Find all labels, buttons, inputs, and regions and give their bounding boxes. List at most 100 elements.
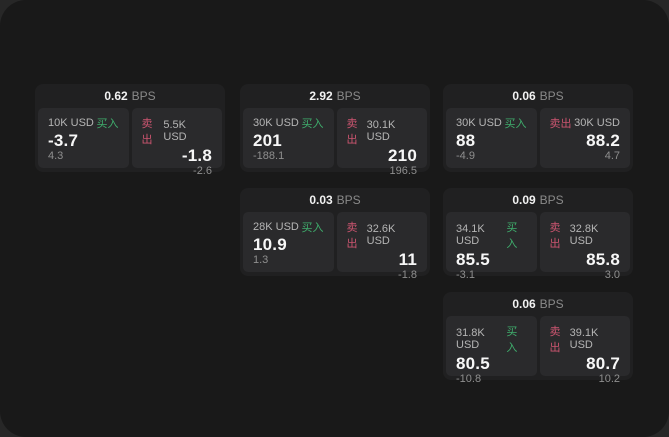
buy-delta: -4.9 <box>456 150 475 162</box>
sell-price: 80.7 <box>586 354 620 373</box>
quote-card: 0.62 BPS 10K USD 买入 -3.7 4.3 卖出 5.5K USD… <box>35 84 225 177</box>
sell-panel-top-row: 卖出 5.5K USD <box>142 115 213 147</box>
buy-quote-panel[interactable]: 28K USD 买入 10.9 1.3 <box>243 212 334 272</box>
quote-panels: 10K USD 买入 -3.7 4.3 卖出 5.5K USD -1.8 -2.… <box>35 108 225 177</box>
buy-price: 85.5 <box>456 250 490 269</box>
buy-panel-top-row: 31.8K USD 买入 <box>456 323 527 355</box>
buy-quote-panel[interactable]: 34.1K USD 买入 85.5 -3.1 <box>446 212 537 281</box>
sell-quote-panel[interactable]: 卖出 5.5K USD -1.8 -2.6 <box>131 108 222 177</box>
sell-panel-top-row: 卖出 30K USD <box>550 115 621 131</box>
sell-size: 32.8K USD <box>569 223 599 247</box>
buy-side-label: 买入 <box>301 222 324 234</box>
buy-panel-top-row: 34.1K USD 买入 <box>456 219 527 251</box>
buy-quote-panel[interactable]: 30K USD 买入 88 -4.9 <box>446 108 537 168</box>
quote-card-header: 2.92 BPS <box>240 84 430 108</box>
sell-size: 30K USD <box>574 117 620 129</box>
sell-delta: 196.5 <box>389 165 417 177</box>
buy-quote-panel[interactable]: 30K USD 买入 201 -188.1 <box>243 108 334 168</box>
bps-unit-label: BPS <box>336 89 361 103</box>
buy-price: 80.5 <box>456 354 490 373</box>
sell-size: 30.1K USD <box>366 119 396 143</box>
sell-side-label: 卖出 <box>549 118 572 130</box>
buy-panel-top-row: 30K USD 买入 <box>253 115 324 131</box>
quote-card-header: 0.06 BPS <box>443 84 633 108</box>
buy-side-label: 买入 <box>506 222 518 250</box>
buy-size: 34.1K USD <box>456 223 485 247</box>
sell-panel-top-row: 卖出 39.1K USD <box>550 323 621 355</box>
bps-value: 0.06 <box>512 89 536 103</box>
sell-side-label: 卖出 <box>549 326 561 354</box>
sell-delta: 4.7 <box>604 150 620 162</box>
sell-panel-top-row: 卖出 32.6K USD <box>347 219 418 251</box>
bps-unit-label: BPS <box>336 193 361 207</box>
quote-card: 0.06 BPS 31.8K USD 买入 80.5 -10.8 卖出 39.1… <box>443 292 633 385</box>
buy-side-label: 买入 <box>504 118 527 130</box>
buy-delta: -3.1 <box>456 269 475 281</box>
sell-quote-panel[interactable]: 卖出 30.1K USD 210 196.5 <box>336 108 427 177</box>
quote-panels: 31.8K USD 买入 80.5 -10.8 卖出 39.1K USD 80.… <box>443 316 633 385</box>
buy-size: 30K USD <box>253 117 299 129</box>
sell-price: 11 <box>398 250 417 269</box>
bps-value: 0.03 <box>309 193 333 207</box>
quote-card: 0.03 BPS 28K USD 买入 10.9 1.3 卖出 32.6K US… <box>240 188 430 281</box>
buy-panel-top-row: 10K USD 买入 <box>48 115 119 131</box>
sell-side-label: 卖出 <box>346 222 358 250</box>
bps-unit-label: BPS <box>539 193 564 207</box>
buy-size: 30K USD <box>456 117 502 129</box>
buy-price: 201 <box>253 130 282 150</box>
sell-side-label: 卖出 <box>141 118 153 146</box>
bps-unit-label: BPS <box>539 297 564 311</box>
sell-quote-panel[interactable]: 卖出 32.6K USD 11 -1.8 <box>336 212 427 281</box>
sell-quote-panel[interactable]: 卖出 39.1K USD 80.7 10.2 <box>539 316 630 385</box>
buy-price: 88 <box>456 130 476 150</box>
quote-card-header: 0.03 BPS <box>240 188 430 212</box>
buy-delta: -188.1 <box>253 150 285 162</box>
bps-value: 0.06 <box>512 297 536 311</box>
buy-panel-top-row: 30K USD 买入 <box>456 115 527 131</box>
quote-card-header: 0.06 BPS <box>443 292 633 316</box>
quote-card: 0.06 BPS 30K USD 买入 88 -4.9 卖出 30K USD 8… <box>443 84 633 172</box>
sell-price: 88.2 <box>586 130 620 150</box>
buy-size: 28K USD <box>253 221 299 233</box>
quote-card: 2.92 BPS 30K USD 买入 201 -188.1 卖出 30.1K … <box>240 84 430 177</box>
quote-panels: 30K USD 买入 201 -188.1 卖出 30.1K USD 210 1… <box>240 108 430 177</box>
sell-delta: 10.2 <box>598 373 620 385</box>
buy-delta: 1.3 <box>253 254 269 266</box>
sell-size: 39.1K USD <box>569 327 599 351</box>
quote-panels: 30K USD 买入 88 -4.9 卖出 30K USD 88.2 4.7 <box>443 108 633 168</box>
sell-price: 210 <box>388 146 417 165</box>
buy-side-label: 买入 <box>96 118 119 130</box>
sell-delta: -1.8 <box>398 269 417 281</box>
sell-price: -1.8 <box>181 146 212 165</box>
buy-size: 31.8K USD <box>456 327 485 351</box>
sell-price: 85.8 <box>586 250 620 269</box>
buy-price: -3.7 <box>48 130 79 150</box>
buy-panel-top-row: 28K USD 买入 <box>253 219 324 235</box>
buy-delta: 4.3 <box>48 150 64 162</box>
sell-panel-top-row: 卖出 32.8K USD <box>550 219 621 251</box>
sell-size: 5.5K USD <box>163 119 187 143</box>
sell-delta: 3.0 <box>604 269 620 281</box>
buy-quote-panel[interactable]: 31.8K USD 买入 80.5 -10.8 <box>446 316 537 385</box>
bps-value: 0.09 <box>512 193 536 207</box>
buy-price: 10.9 <box>253 234 287 254</box>
sell-side-label: 卖出 <box>549 222 561 250</box>
sell-size: 32.6K USD <box>366 223 396 247</box>
buy-quote-panel[interactable]: 10K USD 买入 -3.7 4.3 <box>38 108 129 168</box>
bps-unit-label: BPS <box>539 89 564 103</box>
bps-value: 2.92 <box>309 89 333 103</box>
buy-delta: -10.8 <box>456 373 482 385</box>
quote-card: 0.09 BPS 34.1K USD 买入 85.5 -3.1 卖出 32.8K… <box>443 188 633 281</box>
bps-unit-label: BPS <box>131 89 156 103</box>
quote-card-header: 0.09 BPS <box>443 188 633 212</box>
buy-side-label: 买入 <box>506 326 518 354</box>
bps-value: 0.62 <box>104 89 128 103</box>
quote-panels: 34.1K USD 买入 85.5 -3.1 卖出 32.8K USD 85.8… <box>443 212 633 281</box>
sell-panel-top-row: 卖出 30.1K USD <box>347 115 418 147</box>
sell-quote-panel[interactable]: 卖出 30K USD 88.2 4.7 <box>539 108 630 168</box>
buy-size: 10K USD <box>48 117 94 129</box>
buy-side-label: 买入 <box>301 118 324 130</box>
sell-quote-panel[interactable]: 卖出 32.8K USD 85.8 3.0 <box>539 212 630 281</box>
quote-card-header: 0.62 BPS <box>35 84 225 108</box>
